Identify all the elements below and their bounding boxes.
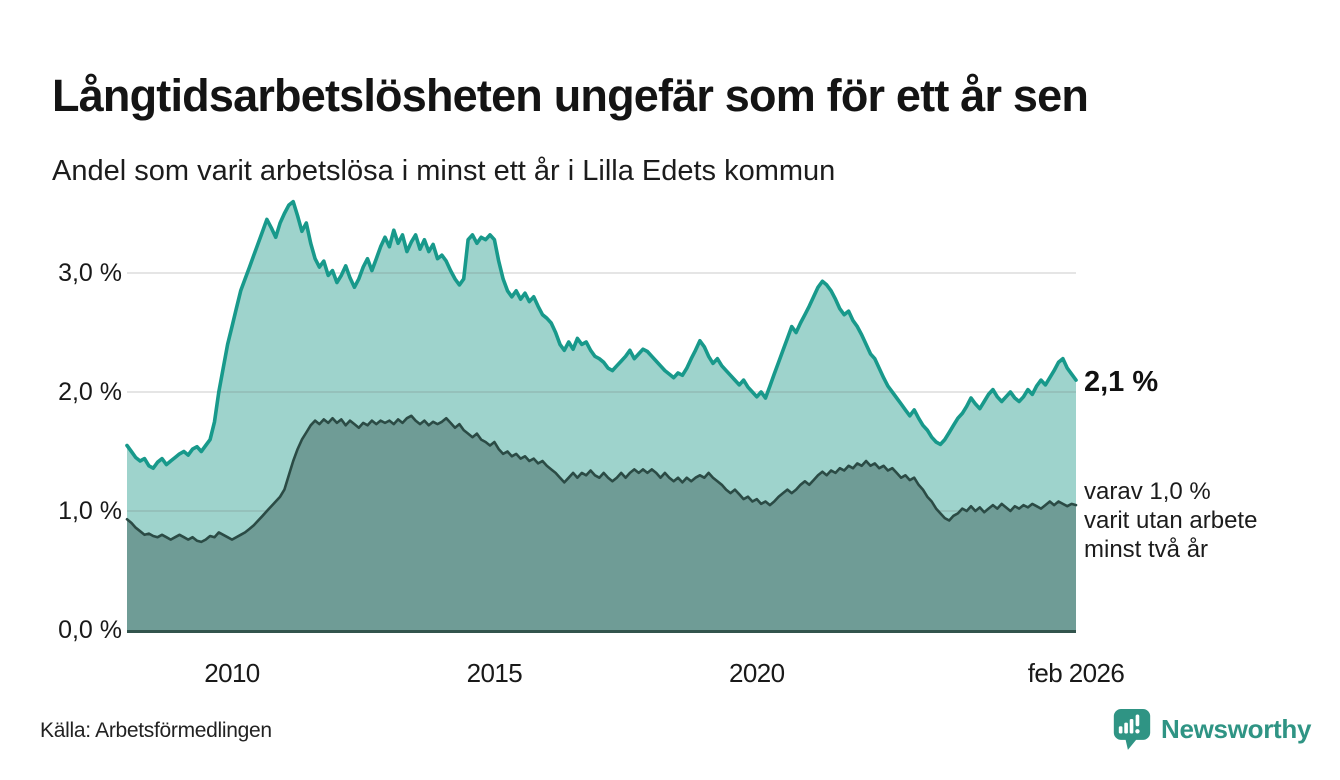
- y-tick-label: 2,0 %: [58, 378, 122, 406]
- page-title: Långtidsarbetslösheten ungefär som för e…: [52, 70, 1089, 122]
- newsworthy-wordmark: Newsworthy: [1161, 714, 1312, 744]
- chart-subtitle: Andel som varit arbetslösa i minst ett å…: [52, 155, 836, 187]
- x-tick-label: feb 2026: [1027, 658, 1125, 688]
- y-tick-label: 3,0 %: [58, 259, 122, 287]
- line-unemployed-two-years: [125, 414, 1078, 544]
- y-tick-label: 0,0 %: [58, 616, 122, 644]
- line-unemployed-one-year: [125, 199, 1078, 470]
- two-year-note-label: varav 1,0 % varit utan arbete minst två …: [1084, 478, 1258, 563]
- x-tick-label: 2010: [204, 658, 260, 688]
- newsworthy-bubble-chart-icon: [1113, 709, 1151, 750]
- source-credit: Källa: Arbetsförmedlingen: [40, 719, 272, 742]
- x-tick-label: 2020: [729, 658, 785, 688]
- x-tick-label: 2015: [466, 658, 523, 688]
- y-tick-label: 1,0 %: [58, 497, 122, 525]
- latest-value-label: 2,1 %: [1084, 366, 1159, 398]
- newsworthy-logo: Newsworthy: [1112, 706, 1311, 752]
